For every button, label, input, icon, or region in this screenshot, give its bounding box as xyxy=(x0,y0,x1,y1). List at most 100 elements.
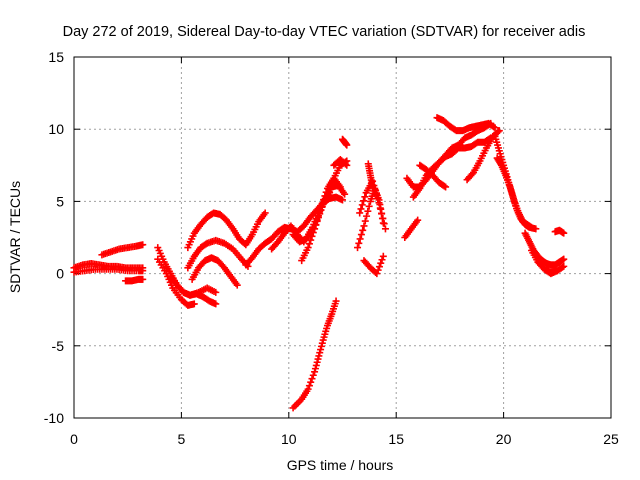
data-point xyxy=(357,231,365,239)
x-tick-label: 15 xyxy=(388,431,404,447)
data-point xyxy=(377,259,385,267)
y-tick-label: -10 xyxy=(44,410,64,426)
data-point xyxy=(374,195,382,203)
series-track-30 xyxy=(493,154,536,231)
series-track-08 xyxy=(184,209,269,252)
y-tick-label: -5 xyxy=(52,338,65,354)
x-tick-label: 25 xyxy=(603,431,619,447)
data-point xyxy=(494,128,502,136)
data-point xyxy=(373,270,381,278)
data-point xyxy=(316,210,324,218)
chart-title: Day 272 of 2019, Sidereal Day-to-day VTE… xyxy=(63,24,586,40)
series-track-18 xyxy=(289,297,340,412)
data-point xyxy=(491,124,499,132)
data-point xyxy=(414,216,422,224)
data-point xyxy=(233,281,241,289)
series-track-20 xyxy=(356,177,389,233)
data-point xyxy=(360,197,368,205)
series-track-34 xyxy=(551,226,568,237)
data-point xyxy=(312,221,320,229)
data-point xyxy=(356,209,364,217)
data-point xyxy=(379,214,387,222)
data-point xyxy=(343,161,351,169)
data-point xyxy=(356,235,364,243)
data-point xyxy=(307,378,315,386)
data-point xyxy=(560,229,568,237)
data-point xyxy=(139,267,147,275)
series-track-06 xyxy=(154,255,198,309)
series-track-02 xyxy=(70,265,147,276)
x-tick-label: 0 xyxy=(70,431,78,447)
data-point xyxy=(318,203,326,211)
data-point xyxy=(553,267,561,275)
y-tick-label: 0 xyxy=(56,266,64,282)
x-tick-label: 20 xyxy=(496,431,512,447)
data-point xyxy=(313,217,321,225)
data-point xyxy=(139,275,147,283)
data-points xyxy=(70,114,568,412)
data-point xyxy=(332,297,340,305)
series-track-22 xyxy=(360,252,387,278)
data-point xyxy=(361,193,369,201)
data-point xyxy=(315,352,323,360)
data-point xyxy=(321,196,329,204)
series-track-23 xyxy=(401,216,422,241)
y-axis-label: SDTVAR / TECUs xyxy=(7,181,23,293)
data-point xyxy=(311,225,319,233)
data-point xyxy=(363,212,371,220)
data-point xyxy=(442,183,450,191)
data-point xyxy=(322,192,330,200)
data-point xyxy=(304,244,312,252)
data-point xyxy=(372,190,380,198)
x-tick-label: 10 xyxy=(281,431,297,447)
series-track-21 xyxy=(364,160,377,191)
data-point xyxy=(560,255,568,263)
data-point xyxy=(468,170,476,178)
data-point xyxy=(558,263,566,271)
data-point xyxy=(358,201,366,209)
series-track-28 xyxy=(463,127,503,184)
series-track-07 xyxy=(167,272,220,299)
data-point xyxy=(316,349,324,357)
series-track-33 xyxy=(534,258,561,278)
series-track-05 xyxy=(154,244,220,308)
y-tick-label: 5 xyxy=(56,193,64,209)
data-point xyxy=(312,361,320,369)
data-point xyxy=(309,229,317,237)
data-point xyxy=(355,239,363,247)
data-point xyxy=(376,204,384,212)
data-point xyxy=(360,222,368,230)
data-point xyxy=(343,141,351,149)
series-track-16 xyxy=(330,156,351,169)
data-point xyxy=(304,385,312,393)
data-point xyxy=(308,232,316,240)
series-track-17 xyxy=(339,135,351,149)
data-point xyxy=(490,123,498,131)
data-point xyxy=(311,368,319,376)
data-point xyxy=(342,160,350,168)
data-point xyxy=(532,225,540,233)
series-track-27 xyxy=(433,114,499,135)
data-point xyxy=(375,199,383,207)
data-point xyxy=(369,183,377,191)
data-point xyxy=(308,375,316,383)
data-point xyxy=(212,288,220,296)
data-point xyxy=(341,190,349,198)
axis-ticks: 0 5 10 15 20 25 -10 -5 0 5 10 15 xyxy=(44,49,619,447)
series-track-31 xyxy=(521,229,568,269)
data-point xyxy=(380,220,388,228)
data-point xyxy=(317,346,325,354)
data-point xyxy=(361,217,369,225)
data-point xyxy=(305,382,313,390)
data-point xyxy=(317,342,325,350)
data-point xyxy=(378,209,386,217)
data-point xyxy=(307,236,315,244)
data-point xyxy=(364,207,372,215)
data-point xyxy=(318,339,326,347)
data-point xyxy=(357,205,365,213)
data-point xyxy=(365,202,373,210)
series-track-03 xyxy=(98,241,147,259)
data-point xyxy=(374,266,382,274)
data-point xyxy=(560,262,568,270)
